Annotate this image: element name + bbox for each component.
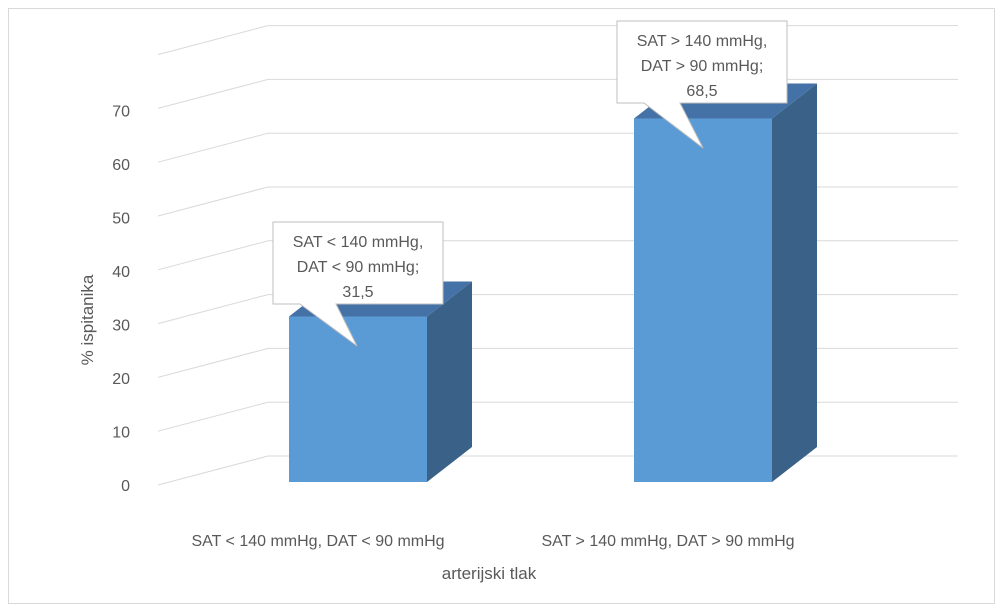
y-tick-label: 20 xyxy=(112,371,130,388)
data-label-text: DAT > 90 mmHg; xyxy=(641,58,764,75)
data-label-text: 68,5 xyxy=(686,83,717,100)
data-label-text: SAT > 140 mmHg, xyxy=(637,33,768,50)
gridline-wall xyxy=(158,402,268,431)
x-tick-label: SAT > 140 mmHg, DAT > 90 mmHg xyxy=(541,533,794,550)
bar-front xyxy=(289,316,427,482)
gridline-wall xyxy=(158,295,268,324)
data-label-text: 31,5 xyxy=(342,284,373,301)
y-axis-label: % ispitanika xyxy=(78,274,97,365)
x-axis-label: arterijski tlak xyxy=(442,564,537,583)
gridline-wall xyxy=(158,26,268,55)
data-label-text: SAT < 140 mmHg, xyxy=(293,234,424,251)
gridline-wall xyxy=(158,456,268,485)
data-label-text: DAT < 90 mmHg; xyxy=(297,259,420,276)
bar-front xyxy=(634,119,772,482)
x-tick-label: SAT < 140 mmHg, DAT < 90 mmHg xyxy=(191,533,444,550)
gridline-wall xyxy=(158,348,268,377)
bar-side xyxy=(772,84,817,482)
y-tick-label: 60 xyxy=(112,157,130,174)
y-axis-ticks: 0 10 20 30 40 50 60 70 xyxy=(112,104,130,496)
x-axis-ticks: SAT < 140 mmHg, DAT < 90 mmHg SAT > 140 m… xyxy=(191,533,794,550)
gridline-wall xyxy=(158,133,268,162)
gridline-wall xyxy=(158,187,268,216)
y-tick-label: 50 xyxy=(112,211,130,228)
y-tick-label: 0 xyxy=(121,478,130,495)
bar xyxy=(634,84,817,482)
y-tick-label: 70 xyxy=(112,104,130,121)
gridline-wall xyxy=(158,79,268,108)
bar-side xyxy=(427,281,472,482)
y-tick-label: 10 xyxy=(112,425,130,442)
y-tick-label: 40 xyxy=(112,264,130,281)
y-tick-label: 30 xyxy=(112,318,130,335)
gridline-wall xyxy=(158,241,268,270)
